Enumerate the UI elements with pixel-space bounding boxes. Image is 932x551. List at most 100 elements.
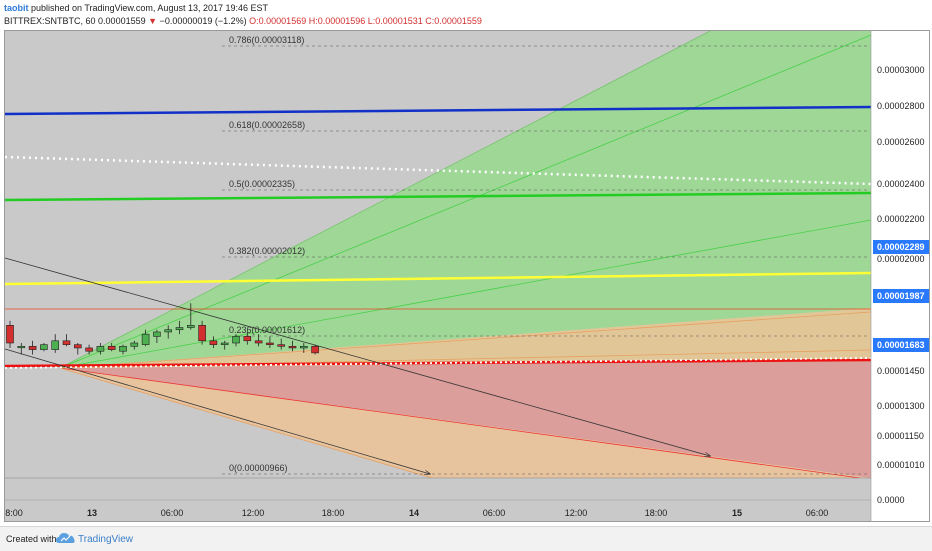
candle-body (232, 336, 240, 344)
candle[interactable] (311, 344, 319, 355)
price-badge: 0.00001683 (873, 338, 929, 352)
price-badge: 0.00002289 (873, 240, 929, 254)
fan-line-1 (59, 30, 711, 369)
x-tick-label: 14 (409, 508, 419, 518)
candle-body (85, 347, 93, 352)
fib-level-label: 0(0.00000966) (229, 463, 288, 473)
candle-body (277, 344, 286, 347)
candle[interactable] (74, 343, 82, 355)
candle[interactable] (187, 303, 195, 330)
blue-trend-line[interactable] (4, 105, 872, 116)
candle[interactable] (62, 334, 71, 347)
y-tick-label: 0.00002200 (877, 214, 925, 224)
candle-body (187, 325, 195, 328)
candle-body (153, 331, 161, 337)
price-chart[interactable]: 0.786(0.00003118) 0.618(0.00002658) 0.5(0.… (0, 0, 932, 526)
x-tick-label: 12:00 (565, 508, 588, 518)
candle[interactable] (17, 343, 26, 355)
y-tick-label: 0.00001010 (877, 460, 925, 470)
candle[interactable] (119, 344, 127, 355)
candle[interactable] (254, 334, 263, 347)
x-tick-label: 8:00 (5, 508, 23, 518)
white-support-line[interactable] (4, 357, 872, 369)
candle[interactable] (299, 343, 308, 353)
y-tick-label: 0.00002000 (877, 254, 925, 264)
candle[interactable] (130, 340, 139, 350)
candle-body (130, 342, 139, 347)
candle-body (164, 329, 172, 333)
red-trend-line[interactable] (4, 358, 872, 368)
candle-body (198, 325, 206, 342)
symbol-label: BITTREX:SNTBTC, 60 (4, 16, 96, 26)
candle[interactable] (96, 343, 105, 355)
created-with-text: Created with (6, 534, 57, 544)
footer-bar: Created with TradingView (0, 526, 932, 551)
yellow-trend-line[interactable] (4, 271, 872, 286)
y-tick-label: 0.00002800 (877, 101, 925, 111)
candle-body (141, 333, 150, 345)
fib-retracement: 0.786(0.00003118) 0.618(0.00002658) 0.5(0.… (222, 35, 868, 475)
down-arrow-icon: ▼ (148, 16, 158, 26)
candle[interactable] (220, 340, 229, 350)
chart-header: taobit published on TradingView.com, Aug… (0, 0, 932, 30)
black-arrow-line-2[interactable] (4, 348, 430, 474)
candle[interactable] (51, 334, 60, 353)
candle-body (74, 344, 82, 349)
candle-body (119, 345, 127, 352)
red-fan-zone (60, 360, 871, 478)
y-tick-label: 0.00001450 (877, 366, 925, 376)
candle-body (17, 345, 26, 349)
tradingview-brand[interactable]: TradingView (78, 534, 134, 545)
fib-level-label: 0.5(0.00002335) (229, 179, 295, 189)
candle[interactable] (232, 334, 240, 347)
candle[interactable] (277, 338, 286, 350)
candle-body (311, 345, 319, 354)
y-tick-label: 0.00002600 (877, 137, 925, 147)
candle[interactable] (28, 340, 37, 355)
author-name[interactable]: taobit (4, 3, 29, 13)
candle-body (40, 344, 48, 350)
candle[interactable] (85, 344, 93, 355)
x-tick-label: 06:00 (483, 508, 506, 518)
candle[interactable] (153, 329, 161, 343)
white-dotted-line[interactable] (4, 155, 872, 186)
price-badge-bg (873, 289, 929, 303)
candle[interactable] (209, 336, 218, 348)
price-badge-label: 0.00001683 (877, 340, 925, 350)
candle-body (175, 327, 184, 331)
candle[interactable] (243, 331, 252, 345)
y-tick-label: 0.0000 (877, 495, 905, 505)
candle-body (96, 345, 105, 352)
candle[interactable] (266, 336, 274, 348)
candle-body (6, 325, 14, 344)
bottom-band (5, 478, 871, 521)
candle[interactable] (175, 320, 184, 335)
black-arrow-line-1[interactable] (4, 257, 710, 456)
y-tick-label: 0.00001300 (877, 401, 925, 411)
candle[interactable] (198, 320, 206, 345)
candle[interactable] (164, 325, 172, 339)
candle-body (107, 345, 116, 350)
fib-level-label: 0.382(0.00002012) (229, 246, 305, 256)
x-tick-label: 13 (87, 508, 97, 518)
price-badge-bg (873, 240, 929, 254)
candle-body (220, 342, 229, 345)
candle[interactable] (40, 343, 48, 352)
x-tick-label: 06:00 (161, 508, 184, 518)
fib-level-label: 0.786(0.00003118) (229, 35, 304, 45)
publish-line: taobit published on TradingView.com, Aug… (4, 3, 268, 13)
candle[interactable] (6, 320, 14, 348)
fan-line-4 (59, 311, 872, 369)
candle-body (209, 340, 218, 345)
fib-level-label: 0.236(0.00001612) (229, 325, 305, 335)
price-badge-label: 0.00001987 (877, 291, 925, 301)
fan-line-3 (59, 219, 872, 369)
price-badge-bg (873, 338, 929, 352)
candle[interactable] (288, 340, 297, 352)
x-tick-label: 18:00 (645, 508, 668, 518)
candle[interactable] (107, 343, 116, 352)
green-trend-line[interactable] (4, 191, 872, 202)
last-price: 0.00001559 (98, 16, 146, 26)
y-axis: 0.00003000 0.00002800 0.00002600 0.00002400… (877, 65, 925, 505)
candle[interactable] (141, 329, 150, 347)
